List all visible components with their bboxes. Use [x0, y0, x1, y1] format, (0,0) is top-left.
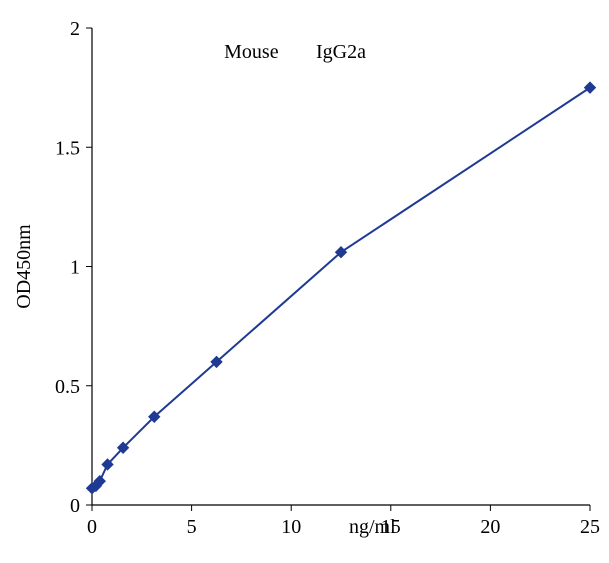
- chart-container: 051015202500.511.52 ng/mlOD450nmMouseIgG…: [0, 0, 609, 563]
- x-axis-label: ng/ml: [349, 516, 396, 538]
- chart-title-part-2: IgG2a: [316, 41, 366, 63]
- chart-svg: 051015202500.511.52 ng/mlOD450nmMouseIgG…: [0, 0, 609, 563]
- x-tick-label: 0: [87, 516, 97, 538]
- y-tick-label: 1.5: [55, 137, 80, 159]
- x-tick-label: 5: [187, 516, 197, 538]
- y-tick-label: 1: [70, 257, 80, 279]
- x-tick-label: 10: [281, 516, 301, 538]
- x-tick-label: 20: [480, 516, 500, 538]
- y-tick-label: 0: [70, 495, 80, 517]
- chart-title-part-1: Mouse: [224, 41, 279, 63]
- x-tick-label: 25: [580, 516, 600, 538]
- chart-bg: [0, 0, 609, 563]
- y-tick-label: 2: [70, 18, 80, 40]
- y-tick-label: 0.5: [55, 376, 80, 398]
- y-axis-label: OD450nm: [13, 224, 35, 309]
